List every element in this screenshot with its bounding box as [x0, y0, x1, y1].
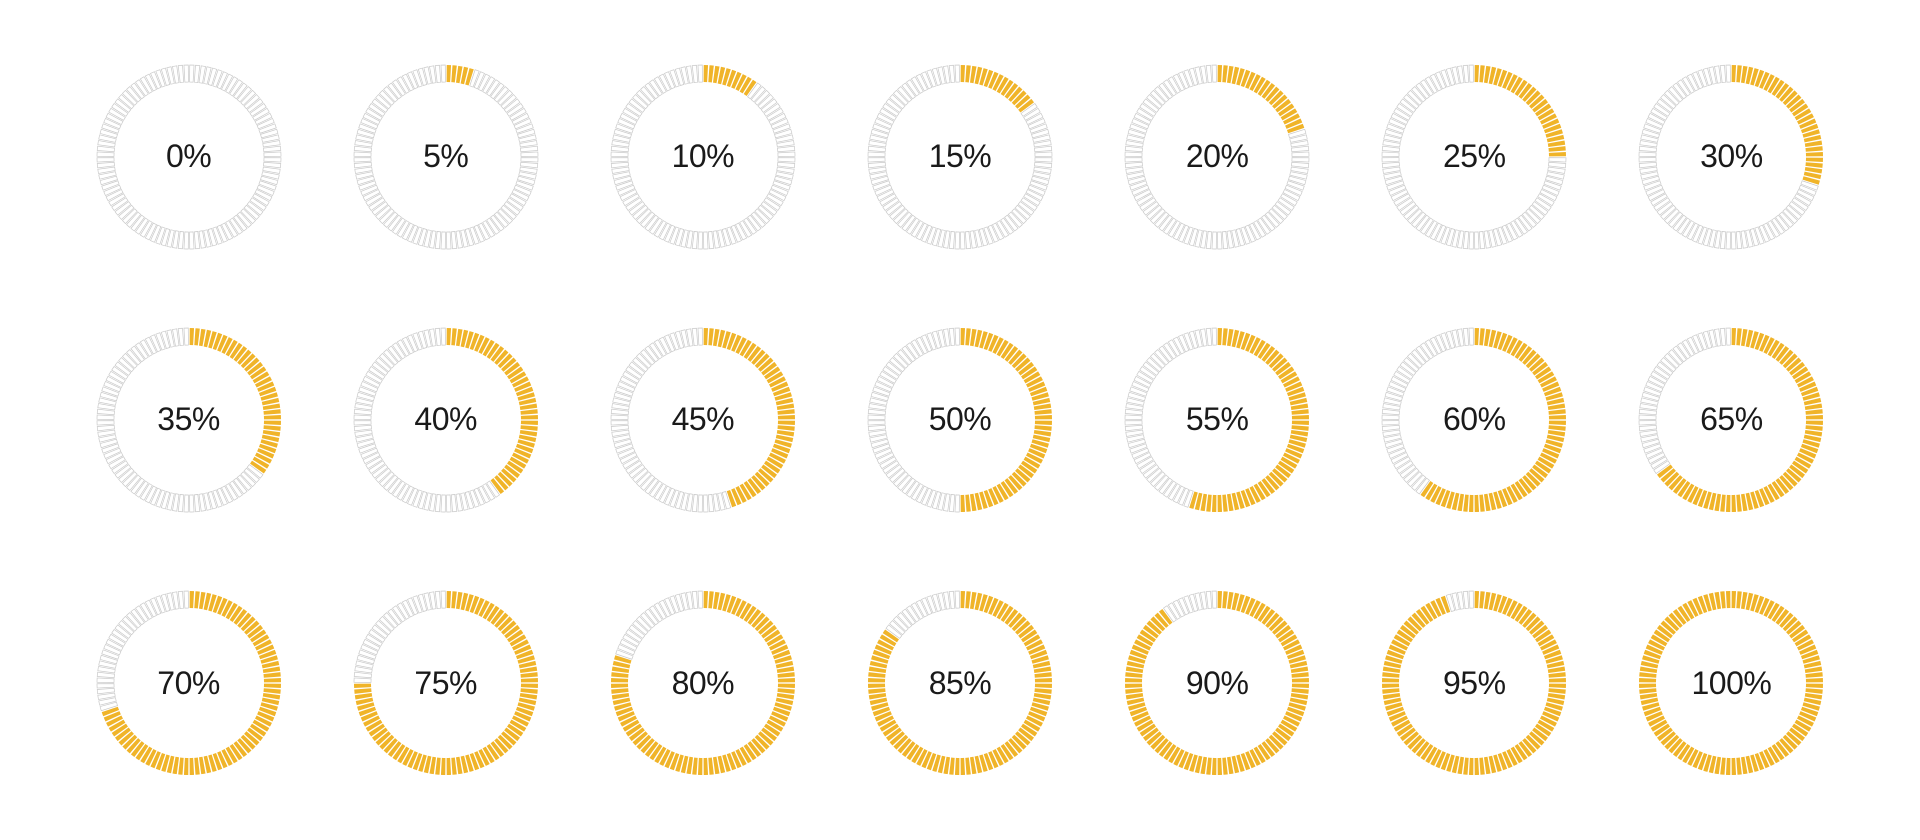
progress-gauge: 75% [351, 588, 541, 778]
progress-gauge: 30% [1636, 62, 1826, 252]
progress-gauge-label: 75% [351, 588, 541, 778]
progress-gauge: 55% [1122, 325, 1312, 515]
progress-gauge-label: 100% [1636, 588, 1826, 778]
progress-gauge-label: 50% [865, 325, 1055, 515]
progress-gauge-label: 5% [351, 62, 541, 252]
progress-gauge: 35% [94, 325, 284, 515]
progress-gauge: 85% [865, 588, 1055, 778]
progress-gauge-label: 20% [1122, 62, 1312, 252]
progress-gauge-label: 80% [608, 588, 798, 778]
progress-gauge: 100% [1636, 588, 1826, 778]
progress-gauge: 0% [94, 62, 284, 252]
progress-gauge: 65% [1636, 325, 1826, 515]
progress-gauge-label: 60% [1379, 325, 1569, 515]
progress-gauge-label: 65% [1636, 325, 1826, 515]
progress-gauge-label: 10% [608, 62, 798, 252]
progress-gauge: 90% [1122, 588, 1312, 778]
progress-gauge: 10% [608, 62, 798, 252]
progress-gauge-label: 85% [865, 588, 1055, 778]
progress-gauge: 5% [351, 62, 541, 252]
progress-gauge-label: 40% [351, 325, 541, 515]
progress-gauge-label: 45% [608, 325, 798, 515]
progress-gauge: 50% [865, 325, 1055, 515]
progress-gauge-grid: 0% 5% 10% 15% 20% 25% 30% 35% 40% 45% 50% 55% 60% 65%… [0, 0, 1920, 840]
progress-gauge-label: 70% [94, 588, 284, 778]
progress-gauge: 20% [1122, 62, 1312, 252]
progress-gauge: 40% [351, 325, 541, 515]
progress-gauge: 45% [608, 325, 798, 515]
progress-gauge-label: 15% [865, 62, 1055, 252]
progress-gauge-label: 30% [1636, 62, 1826, 252]
progress-gauge: 80% [608, 588, 798, 778]
progress-gauge: 95% [1379, 588, 1569, 778]
progress-gauge: 25% [1379, 62, 1569, 252]
progress-gauge: 15% [865, 62, 1055, 252]
progress-gauge: 70% [94, 588, 284, 778]
progress-gauge: 60% [1379, 325, 1569, 515]
progress-gauge-label: 55% [1122, 325, 1312, 515]
progress-gauge-label: 95% [1379, 588, 1569, 778]
progress-gauge-label: 0% [94, 62, 284, 252]
progress-gauge-label: 35% [94, 325, 284, 515]
progress-gauge-label: 90% [1122, 588, 1312, 778]
progress-gauge-label: 25% [1379, 62, 1569, 252]
